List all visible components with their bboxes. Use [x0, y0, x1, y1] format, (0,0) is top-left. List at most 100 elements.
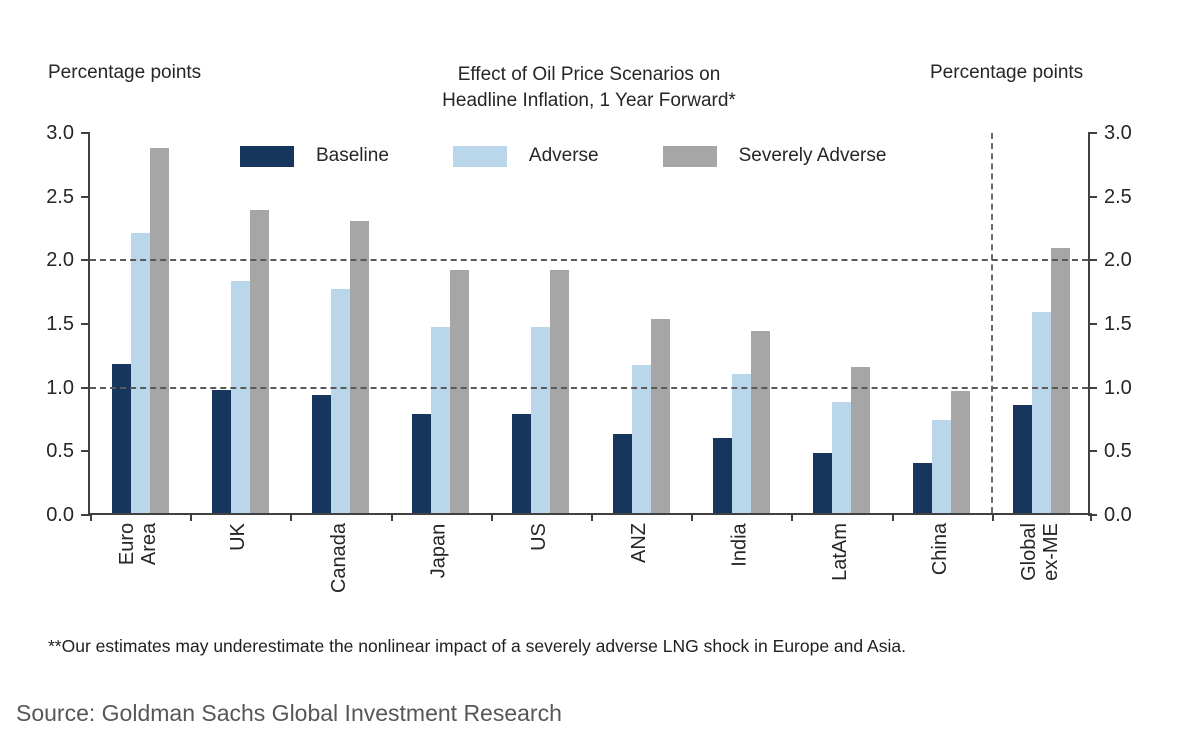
left-axis-tick-label: 2.0: [46, 249, 74, 272]
x-axis-label-global-ex-me: Global ex-ME: [1017, 523, 1062, 581]
bar-adverse-us: [531, 327, 551, 513]
left-axis-tick-3: [81, 132, 90, 134]
bar-severely-adverse-uk: [249, 209, 269, 513]
x-axis-label-canada: Canada: [327, 522, 350, 594]
legend-item-severely-adverse: Severely Adverse: [662, 145, 887, 167]
right-axis-tick-label: 0.0: [1104, 504, 1132, 526]
legend-label: Adverse: [528, 145, 599, 166]
right-axis-tick-label: 0.5: [1104, 440, 1132, 463]
x-axis-tick: [791, 513, 794, 521]
left-axis-tick-label: 1.0: [46, 376, 74, 399]
right-axis-tick-2.5: [1088, 195, 1097, 198]
x-axis-label-japan: Japan: [427, 523, 450, 578]
bar-severely-adverse-global-ex-me: [1051, 248, 1071, 513]
bar-severely-adverse-canada: [350, 221, 369, 513]
right-axis-tick-label: 2.5: [1104, 185, 1132, 208]
left-axis-tick-2: [81, 259, 90, 262]
left-axis-unit-label: Percentage points: [48, 62, 202, 83]
legend-swatch-icon: [662, 145, 717, 167]
region-separator-line: [990, 133, 993, 513]
left-axis-tick-label: 2.5: [46, 185, 74, 208]
bar-severely-adverse-latam: [851, 366, 870, 513]
left-axis-tick-1: [81, 386, 90, 389]
bar-severely-adverse-china: [951, 390, 971, 513]
bar-baseline-canada: [312, 394, 331, 513]
x-axis-label-anz: ANZ: [628, 523, 651, 563]
bar-baseline-anz: [612, 434, 632, 513]
left-axis-tick-0.5: [81, 450, 90, 453]
left-axis-tick-label: 3.0: [46, 122, 74, 144]
bar-severely-adverse-anz: [650, 319, 670, 513]
right-axis-tick-3: [1088, 132, 1097, 134]
bar-baseline-latam: [813, 453, 832, 513]
right-axis-tick-1: [1088, 386, 1097, 389]
bar-adverse-anz: [631, 365, 651, 513]
bar-baseline-euro-area: [111, 364, 131, 513]
right-axis-tick-1.5: [1088, 323, 1097, 325]
gridline-2: [90, 259, 1088, 262]
bar-baseline-global-ex-me: [1013, 404, 1033, 513]
legend-label: Baseline: [316, 145, 389, 166]
legend-item-adverse: Adverse: [452, 145, 599, 167]
x-axis-tick: [1090, 513, 1092, 521]
bar-severely-adverse-us: [550, 269, 570, 513]
x-axis-tick: [190, 513, 193, 521]
legend-item-baseline: Baseline: [240, 145, 389, 167]
bar-baseline-uk: [211, 389, 231, 513]
bar-adverse-canada: [331, 288, 350, 513]
x-axis-tick: [691, 513, 694, 521]
x-axis-label-india: India: [728, 522, 751, 567]
right-axis-tick-label: 1.0: [1104, 376, 1132, 399]
bar-adverse-global-ex-me: [1032, 311, 1052, 513]
bar-severely-adverse-euro-area: [149, 147, 169, 513]
left-axis-tick-label: 0.5: [46, 440, 74, 463]
bar-severely-adverse-japan: [450, 269, 470, 513]
x-axis-tick: [290, 513, 293, 521]
right-axis-tick-0.5: [1088, 450, 1097, 453]
footnote: **Our estimates may underestimate the no…: [48, 636, 906, 656]
right-axis-unit-label: Percentage points: [930, 62, 1084, 83]
bar-adverse-japan: [431, 327, 451, 513]
x-axis-labels: Euro Area UK Canada Japan US ANZ India LatAm Chi…: [88, 515, 1090, 635]
bar-baseline-china: [913, 463, 933, 513]
bar-adverse-latam: [832, 402, 851, 513]
bar-adverse-uk: [230, 281, 250, 513]
left-axis-tick-1.5: [81, 323, 90, 325]
bar-baseline-japan: [412, 413, 432, 513]
x-axis-tick: [390, 513, 393, 521]
right-axis-tick-label: 2.0: [1104, 249, 1132, 272]
x-axis-label-latam: LatAm: [828, 523, 851, 581]
left-axis-tick-2.5: [81, 195, 90, 198]
bar-baseline-us: [512, 413, 532, 513]
legend-label: Severely Adverse: [738, 145, 887, 166]
source-attribution: Source: Goldman Sachs Global Investment …: [16, 700, 562, 726]
left-axis-tick-0: [81, 514, 90, 516]
chart-title: Effect of Oil Price Scenarios on Headlin…: [442, 64, 736, 111]
x-axis-tick: [591, 513, 593, 521]
x-axis-tick: [891, 513, 894, 521]
bar-adverse-china: [932, 420, 952, 513]
x-axis-tick: [490, 513, 493, 521]
x-axis-label-euro-area: Euro Area: [116, 522, 161, 566]
plot-area: Baseline Adverse Severely Adverse 0.0 0.0 0.…: [46, 123, 1132, 525]
bar-adverse-india: [731, 374, 751, 513]
gridline-1: [90, 386, 1088, 389]
x-axis-tick: [991, 513, 994, 521]
right-axis-tick-0: [1088, 514, 1097, 516]
left-axis-tick-label: 0.0: [46, 504, 74, 526]
legend: Baseline Adverse Severely Adverse: [240, 145, 886, 167]
x-axis-label-china: China: [928, 522, 951, 576]
legend-swatch-icon: [240, 145, 294, 167]
legend-swatch-icon: [452, 145, 507, 167]
right-axis-tick-label: 3.0: [1104, 122, 1132, 144]
bar-adverse-euro-area: [130, 232, 150, 513]
bar-baseline-india: [712, 437, 732, 513]
x-axis-tick: [90, 513, 92, 521]
bar-severely-adverse-india: [750, 330, 770, 513]
left-axis-tick-label: 1.5: [46, 313, 74, 335]
x-axis-label-uk: UK: [227, 523, 250, 551]
right-axis-tick-label: 1.5: [1104, 313, 1132, 335]
x-axis-label-us: US: [527, 523, 550, 551]
right-axis-tick-2: [1088, 259, 1097, 262]
